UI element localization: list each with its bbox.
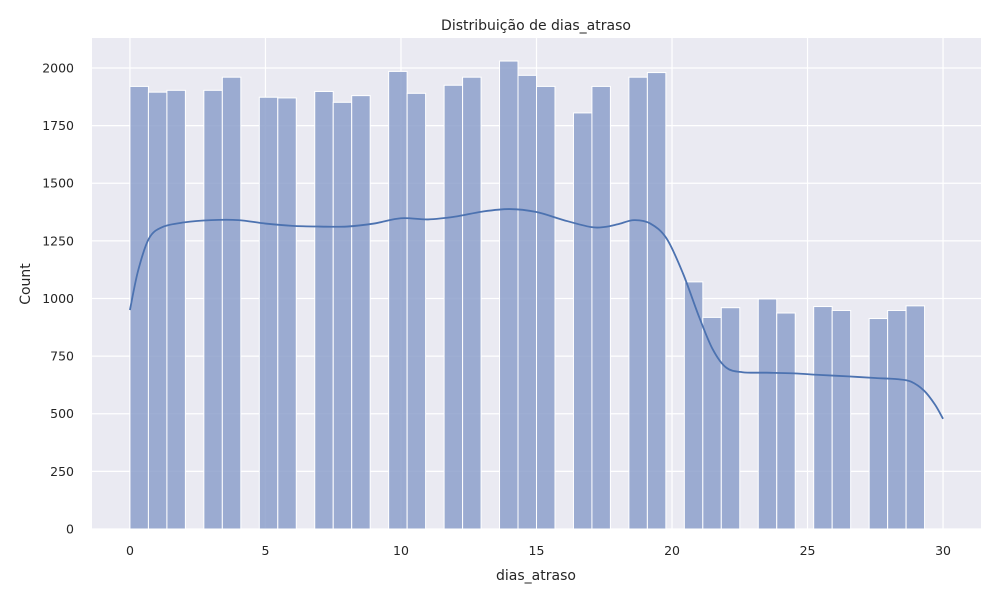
chart-title: Distribuição de dias_atraso xyxy=(441,18,631,34)
histogram-bar xyxy=(572,112,593,530)
x-tick-label: 10 xyxy=(393,543,409,558)
histogram-bar xyxy=(277,97,297,530)
x-tick-label: 25 xyxy=(800,543,816,558)
histogram-bar xyxy=(388,70,408,530)
histogram-bar xyxy=(351,95,371,530)
histogram-bar xyxy=(813,306,833,530)
histogram-bar xyxy=(499,60,519,530)
histogram-bars xyxy=(129,60,926,530)
histogram-bar xyxy=(776,312,796,530)
x-tick-label: 5 xyxy=(261,543,269,558)
histogram-bar xyxy=(831,309,852,530)
y-axis-label: Count xyxy=(18,263,34,305)
y-tick-label: 1750 xyxy=(42,118,74,133)
histogram-bar xyxy=(406,92,427,530)
x-tick-label: 30 xyxy=(935,543,951,558)
histogram-bar xyxy=(332,101,353,530)
histogram-bar xyxy=(129,85,149,530)
histogram-bar xyxy=(147,91,168,530)
y-tick-label: 500 xyxy=(50,406,74,421)
y-tick-label: 750 xyxy=(50,349,74,364)
x-tick-label: 15 xyxy=(529,543,545,558)
histogram-bar xyxy=(221,76,242,530)
histogram-bar xyxy=(166,89,186,530)
x-tick-label: 20 xyxy=(664,543,680,558)
x-axis-ticks: 0 5 10 15 20 25 30 xyxy=(126,543,951,558)
histogram-bar xyxy=(720,307,741,530)
y-tick-label: 250 xyxy=(50,464,74,479)
y-axis-ticks: 0 250 500 750 1000 1250 1500 1750 2000 xyxy=(42,60,74,536)
kde-line xyxy=(129,208,944,420)
histogram-bar xyxy=(258,96,279,530)
histogram-bar xyxy=(905,305,926,530)
histogram-bar xyxy=(536,85,556,530)
x-axis-label: dias_atraso xyxy=(496,568,576,584)
histogram-bar xyxy=(203,89,223,530)
histogram-bar xyxy=(628,76,648,530)
histogram-bar xyxy=(646,72,667,530)
histogram-bar xyxy=(868,318,889,530)
y-tick-label: 1250 xyxy=(42,233,74,248)
y-tick-label: 1000 xyxy=(42,291,74,306)
histogram-bar xyxy=(517,74,537,530)
x-tick-label: 0 xyxy=(126,543,134,558)
histogram-bar xyxy=(887,309,907,530)
y-tick-label: 0 xyxy=(66,522,74,537)
histogram-bar xyxy=(591,85,611,530)
histogram-bar xyxy=(757,298,778,530)
histogram-bar xyxy=(462,76,482,530)
y-tick-label: 2000 xyxy=(42,60,74,75)
histogram-bar xyxy=(443,84,464,530)
y-tick-label: 1500 xyxy=(42,176,74,191)
histogram-bar xyxy=(314,90,334,530)
